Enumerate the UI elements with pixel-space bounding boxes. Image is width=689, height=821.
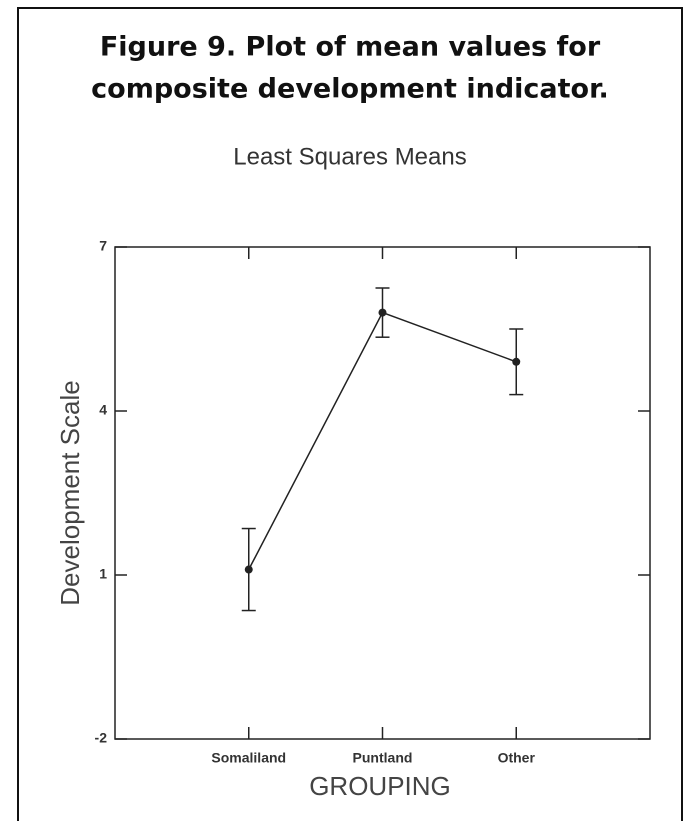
x-tick-label: Somaliland — [211, 750, 286, 766]
x-axis-label: GROUPING — [309, 771, 451, 801]
x-tick-label: Other — [498, 750, 536, 766]
point — [378, 308, 387, 317]
chart-title: composite development indicator. — [91, 74, 609, 105]
y-tick-label: 7 — [99, 238, 107, 254]
y-tick-label: -2 — [95, 730, 108, 746]
chart-subtitle: Least Squares Means — [233, 143, 466, 170]
y-tick-label: 4 — [99, 402, 107, 418]
y-axis-label: Development Scale — [55, 380, 85, 605]
point — [244, 565, 253, 574]
x-tick-label: Puntland — [353, 750, 413, 766]
point — [512, 357, 521, 366]
line — [248, 311, 517, 570]
chart-title: Figure 9. Plot of mean values for — [100, 32, 601, 63]
frame — [17, 7, 683, 821]
y-tick-label: 1 — [99, 566, 107, 582]
